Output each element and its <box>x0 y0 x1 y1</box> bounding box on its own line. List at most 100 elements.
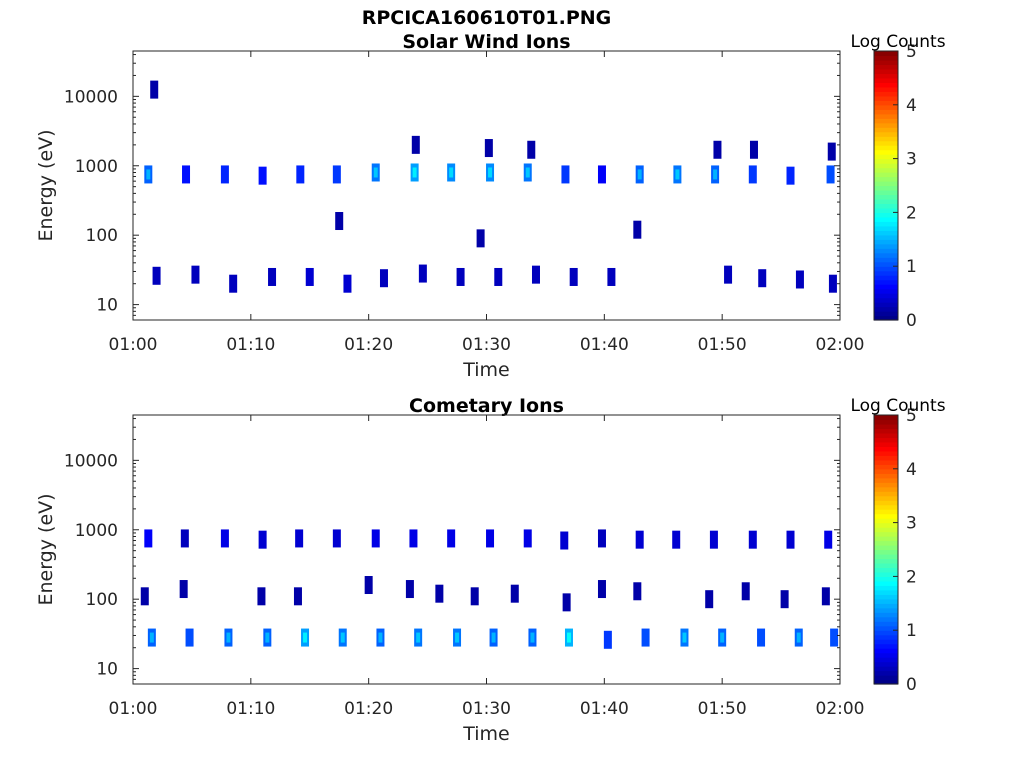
spectrogram-cell <box>258 166 267 185</box>
spectrogram-cell-core <box>455 632 460 643</box>
spectrogram-cell <box>484 139 493 158</box>
colorbar-segment <box>874 491 898 497</box>
spectrogram-cell <box>332 529 341 548</box>
spectrogram-cell-core <box>378 632 383 643</box>
colorbar-segment <box>874 576 898 582</box>
colorbar-segment <box>874 239 898 245</box>
colorbar-segment <box>874 464 898 470</box>
spectrogram-cell-core <box>637 169 642 180</box>
colorbar-segment <box>874 666 898 672</box>
colorbar-segment <box>874 234 898 240</box>
colorbar-segment <box>874 51 898 57</box>
spectrogram-cell <box>830 628 839 647</box>
spectrogram-cell-core <box>675 169 680 180</box>
spectrogram-cell <box>757 628 766 647</box>
colorbar-segment <box>874 185 898 191</box>
colorbar-segment <box>874 252 898 258</box>
spectrogram-cell <box>447 529 456 548</box>
y-axis-label: Energy (eV) <box>35 493 57 605</box>
colorbar-segment <box>874 549 898 555</box>
colorbar-frame <box>873 414 899 685</box>
spectrogram-cell-core <box>449 167 454 178</box>
colorbar-segment <box>874 194 898 200</box>
colorbar-segment <box>874 580 898 586</box>
colorbar-segment <box>874 118 898 124</box>
colorbar-segment <box>874 648 898 654</box>
colorbar-segment <box>874 77 898 83</box>
spectrogram-panel-1: Solar Wind Ions 01:00 01:10 01:20 01:30 01:40… <box>35 31 946 381</box>
colorbar-segment <box>874 163 898 169</box>
axes-box <box>132 414 841 685</box>
x-tick-label: 01:40 <box>580 335 629 355</box>
x-tick-label: 01:00 <box>109 335 158 355</box>
spectrogram-cell <box>826 165 835 184</box>
panel-title: Cometary Ions <box>409 395 564 417</box>
colorbar-tick-label: 1 <box>906 257 917 277</box>
spectrogram-cell <box>672 530 681 549</box>
colorbar-segment <box>874 639 898 645</box>
colorbar-tick-label: 5 <box>906 406 917 426</box>
colorbar-segment <box>874 553 898 560</box>
colorbar-segment <box>874 571 898 577</box>
spectrogram-cell <box>795 270 804 289</box>
spectrogram-cell <box>486 529 495 548</box>
spectrogram-cell <box>476 229 485 248</box>
colorbar-segment <box>874 297 898 303</box>
colorbar-segment <box>874 630 898 636</box>
colorbar-segment <box>874 275 898 281</box>
spectrogram-cell <box>786 530 795 549</box>
spectrogram-cell-core <box>720 632 725 643</box>
colorbar-segment <box>874 243 898 249</box>
spectrogram-cell <box>220 529 229 548</box>
colorbar-segment <box>874 86 898 92</box>
spectrogram-cell <box>748 530 757 549</box>
x-tick-label: 02:00 <box>816 699 865 719</box>
colorbar-tick-label: 1 <box>906 621 917 641</box>
colorbar-segment <box>874 477 898 483</box>
spectrogram-cell <box>523 529 532 548</box>
spectrogram-cell <box>418 264 427 283</box>
spectrogram-cell <box>435 584 444 603</box>
panel-title: Solar Wind Ions <box>402 31 570 53</box>
spectrogram-cell <box>597 165 606 184</box>
colorbar-segment <box>874 167 898 173</box>
colorbar-tick-label: 2 <box>906 203 917 223</box>
colorbar-segment <box>874 437 898 443</box>
spectrogram-cell <box>371 529 380 548</box>
colorbar-segment <box>874 621 898 627</box>
colorbar-tick-label: 3 <box>906 514 917 534</box>
spectrogram-cell <box>182 165 191 184</box>
colorbar-segment <box>874 257 898 263</box>
spectrogram-cell <box>305 267 314 286</box>
spectrogram-cell <box>335 212 344 231</box>
spectrogram-cell-core <box>416 632 421 643</box>
colorbar-segment <box>874 230 898 236</box>
spectrogram-cell <box>456 267 465 286</box>
spectrogram-cell <box>494 267 503 286</box>
spectrogram-cell <box>641 628 650 647</box>
spectrogram-cell <box>405 580 414 599</box>
spectrogram-cell <box>295 529 304 548</box>
colorbar-segment <box>874 446 898 452</box>
spectrogram-cell-core <box>149 632 154 643</box>
spectrogram-cell-core <box>303 632 308 643</box>
colorbar-segment <box>874 589 898 595</box>
colorbar-segment <box>874 55 898 61</box>
spectrogram-cell <box>150 80 159 99</box>
spectrogram-cell <box>827 142 836 161</box>
colorbar-segment <box>874 284 898 290</box>
colorbar-segment <box>874 203 898 209</box>
spectrogram-cell <box>709 530 718 549</box>
spectrogram-cell <box>293 587 302 606</box>
colorbar-tick-label: 5 <box>906 42 917 62</box>
spectrogram-cell <box>191 265 200 284</box>
spectrogram-cell-core <box>682 632 687 643</box>
colorbar-segment <box>874 670 898 676</box>
x-tick-label: 01:20 <box>344 699 393 719</box>
colorbar-segment <box>874 612 898 618</box>
spectrogram-cell <box>780 590 789 609</box>
spectrogram-cell <box>748 165 757 184</box>
x-axis-label: Time <box>462 359 510 381</box>
